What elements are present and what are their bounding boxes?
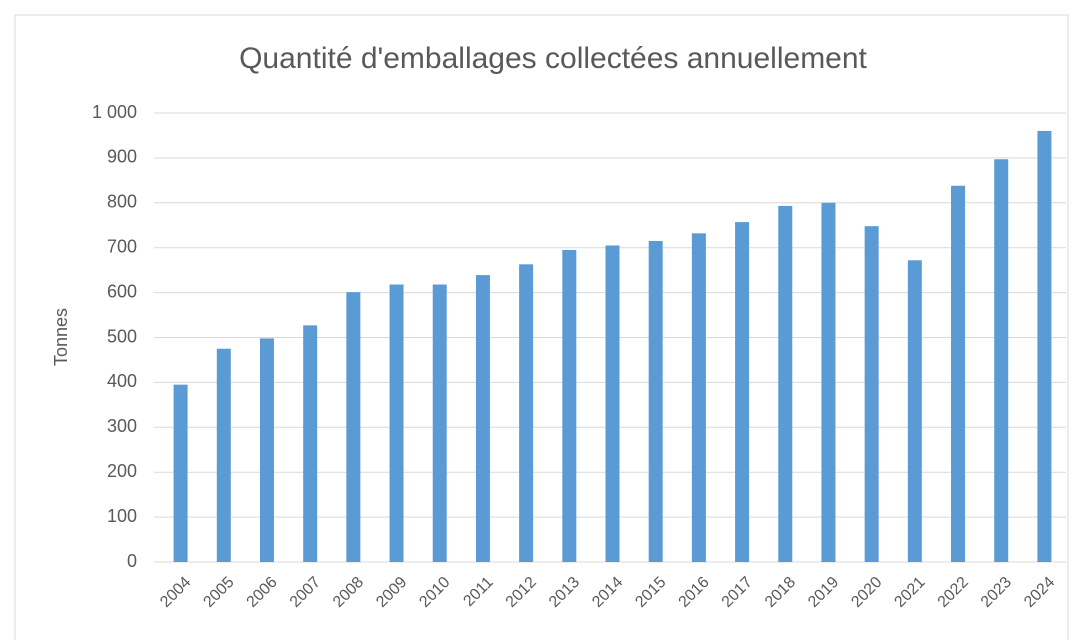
chart-title: Quantité d'emballages collectées annuell… (239, 42, 867, 75)
bar (519, 264, 534, 562)
bar (605, 245, 620, 562)
y-tick-label: 300 (107, 416, 137, 436)
bar (346, 292, 361, 562)
bar (994, 159, 1009, 562)
y-tick-label: 0 (127, 551, 137, 571)
bar (864, 226, 879, 562)
y-tick-label: 700 (107, 236, 137, 256)
bar (1037, 130, 1052, 562)
bar (475, 275, 490, 562)
bar (821, 202, 836, 563)
y-tick-label: 1 000 (92, 102, 137, 122)
y-axis-label: Tonnes (51, 308, 71, 366)
bar (735, 222, 750, 562)
y-tick-label: 800 (107, 192, 137, 212)
bar (691, 233, 706, 562)
bar (951, 185, 966, 562)
bar (303, 325, 318, 562)
bar (432, 284, 447, 562)
bar (216, 348, 231, 562)
y-tick-label: 600 (107, 281, 137, 301)
bar (173, 384, 188, 562)
bar (778, 205, 793, 562)
y-tick-label: 500 (107, 326, 137, 346)
bar (562, 249, 577, 562)
y-tick-label: 400 (107, 371, 137, 391)
bar (907, 260, 922, 562)
bar (259, 338, 274, 562)
chart-frame (14, 14, 1069, 640)
y-tick-label: 100 (107, 506, 137, 526)
y-tick-label: 900 (107, 147, 137, 167)
bar (648, 240, 663, 562)
y-tick-label: 200 (107, 461, 137, 481)
bar (389, 284, 404, 562)
